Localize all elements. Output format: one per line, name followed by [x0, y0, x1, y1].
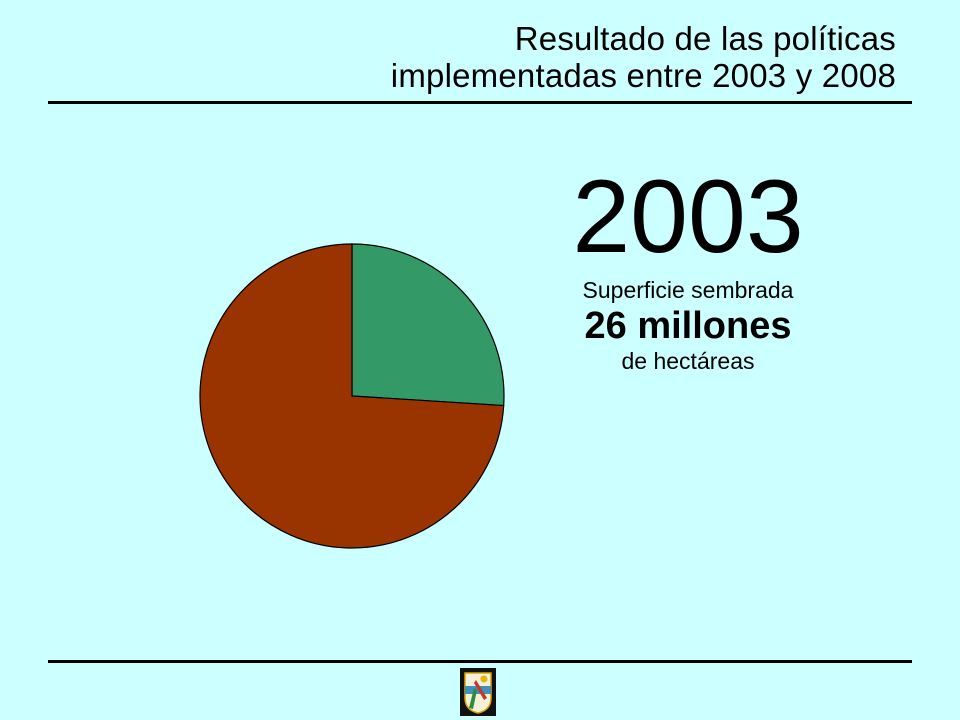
- slide-title: Resultado de las políticas implementadas…: [196, 20, 896, 94]
- pie-chart: [199, 243, 505, 549]
- pie-slice-1: [199, 243, 505, 549]
- title-line-1: Resultado de las políticas: [514, 20, 896, 57]
- area-unit: de hectáreas: [621, 348, 755, 374]
- title-line-2: implementadas entre 2003 y 2008: [390, 57, 896, 94]
- emblem-icon: [460, 668, 496, 716]
- area-caption: Superficie sembrada: [582, 277, 794, 303]
- area-value: 26 millones: [584, 305, 792, 347]
- bottom-divider: [48, 660, 912, 663]
- pie-slice-0: [351, 243, 505, 407]
- top-divider: [48, 101, 912, 104]
- year-label: 2003: [572, 159, 804, 275]
